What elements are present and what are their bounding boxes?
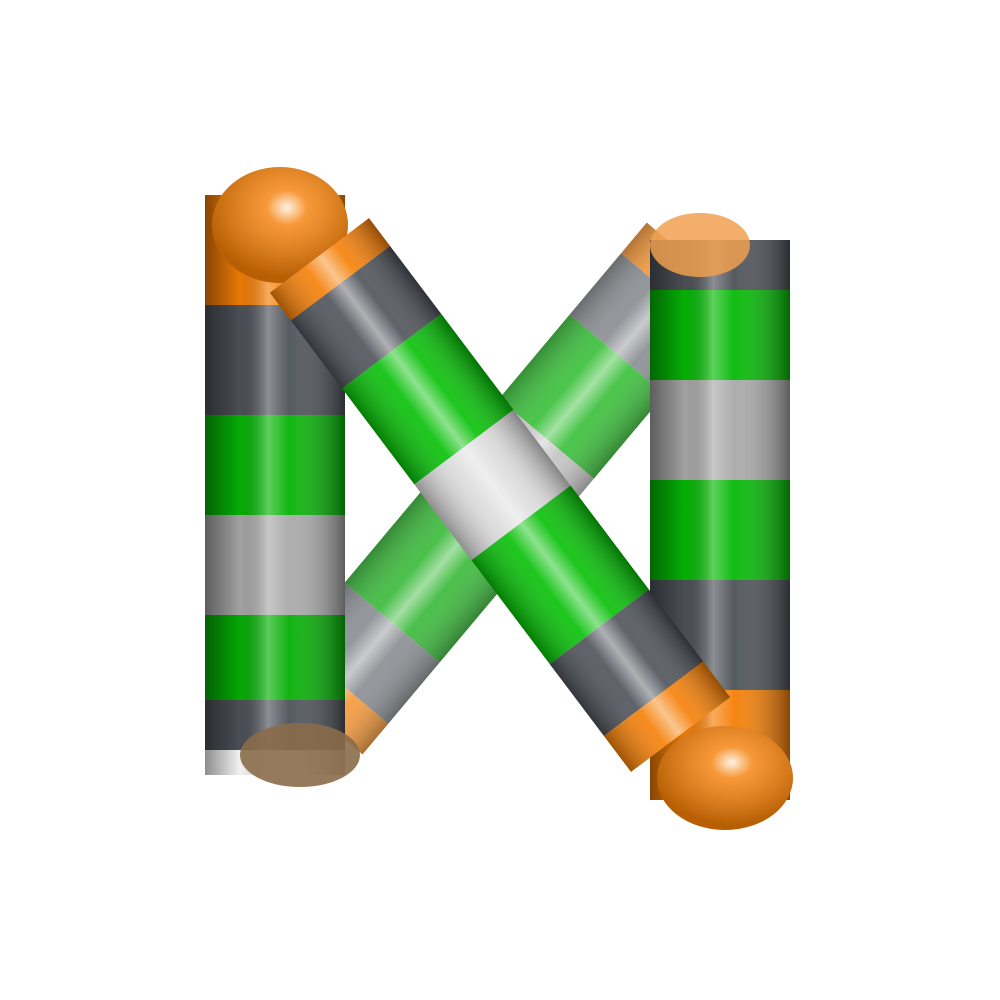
front-diagonal-tube	[269, 218, 731, 772]
